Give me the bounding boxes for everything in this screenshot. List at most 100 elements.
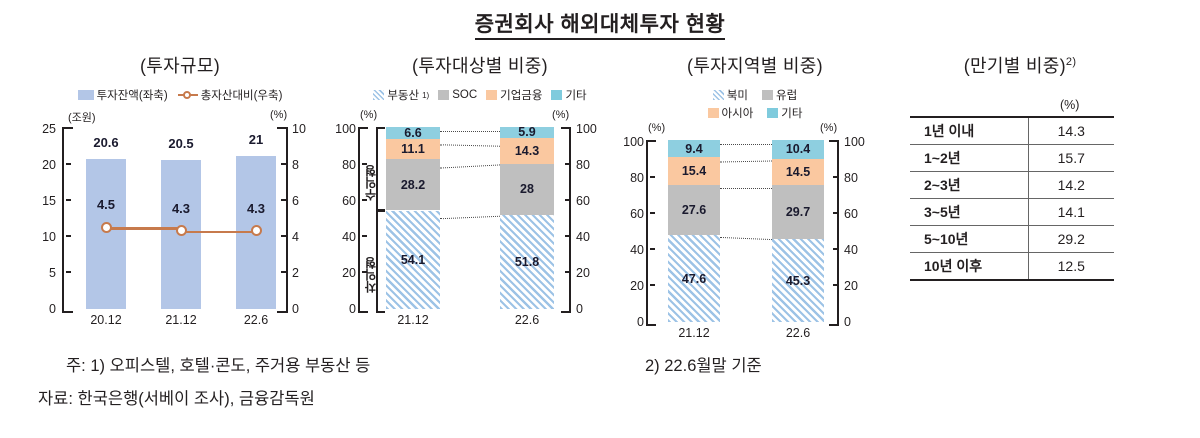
axis-tick xyxy=(565,235,570,237)
y-tick-80: 80 xyxy=(630,171,644,185)
legend-item-soc: SOC xyxy=(438,89,477,101)
y-tick-60: 60 xyxy=(342,194,356,208)
legend-by-asset-type: 부동산 1) SOC 기업금융 기타 xyxy=(340,87,620,103)
y-tick-100: 100 xyxy=(623,135,644,149)
x-tick-226: 22.6 xyxy=(243,313,269,327)
segment-other-2112: 6.6 xyxy=(386,126,440,140)
y2-tick-60: 60 xyxy=(576,194,590,208)
axis-tick xyxy=(281,271,286,273)
panel-title-superscript: 2) xyxy=(1065,56,1077,68)
page-title-text: 증권회사 해외대체투자 현황 xyxy=(474,13,726,40)
maturity-label-5: 10년 이후 xyxy=(910,252,1029,281)
connector-soc xyxy=(440,215,500,220)
y-tick-15: 15 xyxy=(42,194,56,208)
axis-tick xyxy=(66,163,71,165)
axis-tick xyxy=(362,163,367,165)
axis-tick xyxy=(650,248,655,250)
y2-tick-6: 6 xyxy=(292,194,299,208)
x-tick-2112: 21.12 xyxy=(165,313,197,327)
right-axis-bracket-3 xyxy=(829,140,839,326)
maturity-value-2: 14.2 xyxy=(1028,171,1114,199)
panel-title-by-maturity: (만기별 비중)2) xyxy=(900,52,1140,78)
axis-tick xyxy=(362,271,367,273)
axis-tick xyxy=(650,212,655,214)
y-tick-25: 25 xyxy=(42,122,56,136)
bar-value-2112: 20.5 xyxy=(168,136,194,151)
axis-tick xyxy=(565,199,570,201)
legend-item-asia: 아시아 xyxy=(707,105,753,121)
legend-label-ratio: 총자산대비(우축) xyxy=(200,90,283,102)
right-axis-unit-1: (%) xyxy=(270,109,288,121)
left-axis-unit-1: (조원) xyxy=(68,112,96,124)
line-value-2112: 4.3 xyxy=(171,201,191,216)
y-tick-20: 20 xyxy=(630,279,644,293)
axis-tick xyxy=(281,235,286,237)
table-unit-label: (%) xyxy=(1060,98,1080,112)
legend-label-realestate: 부동산 xyxy=(387,90,420,102)
legend-item-balance: 투자잔액(좌축) xyxy=(77,87,168,103)
connector-corpfinance xyxy=(440,164,500,169)
peach-swatch-icon xyxy=(486,90,498,100)
panel-title-text-by-maturity: (만기별 비중) xyxy=(963,56,1066,76)
maturity-label-4: 5~10년 xyxy=(910,225,1029,253)
line-marker-226 xyxy=(251,225,262,236)
panel-by-region: (투자지역별 비중) 북미 유럽 아시아 기타 xyxy=(620,52,890,340)
segment-europe-226: 29.7 xyxy=(772,185,824,240)
plot-area-by-region: (%) (%) 100 80 60 40 20 0 100 80 60 40 2… xyxy=(620,122,890,340)
y2-tick-0: 0 xyxy=(292,302,299,316)
y-tick-20: 20 xyxy=(342,266,356,280)
right-axis-unit-2: (%) xyxy=(552,109,570,121)
y2-tick-10: 10 xyxy=(292,122,306,136)
y-tick-0: 0 xyxy=(637,315,644,329)
segment-other-226-region: 10.4 xyxy=(772,140,824,159)
left-axis-bracket-1 xyxy=(62,127,73,313)
panel-by-asset-type: (투자대상별 비중) 부동산 1) SOC 기업금융 기타 (%) (%) 100 xyxy=(335,52,620,327)
connector-top-region xyxy=(720,144,772,145)
x-tick-2112-asset: 21.12 xyxy=(397,313,429,327)
axis-tick xyxy=(565,163,570,165)
legend-item-ratio: 총자산대비(우축) xyxy=(177,87,283,103)
plot-area-by-asset-type: (%) (%) 100 80 60 40 20 0 100 80 60 40 2… xyxy=(335,109,620,327)
footnote-2: 2) 22.6월말 기준 xyxy=(645,357,762,375)
maturity-value-0: 14.3 xyxy=(1028,116,1114,145)
legend-investment-scale: 투자잔액(좌축) 총자산대비(우축) xyxy=(20,87,340,103)
segment-soc-2112: 28.2 xyxy=(386,159,440,211)
group-label-income: 수익형 xyxy=(364,165,378,201)
y2-tick-40: 40 xyxy=(576,230,590,244)
legend-by-region: 북미 유럽 아시아 기타 xyxy=(620,87,890,121)
legend-sup-realestate: 1) xyxy=(422,90,430,100)
hatch-swatch-icon xyxy=(373,90,385,100)
gray-swatch-icon xyxy=(762,90,773,100)
legend-row-2: 아시아 기타 xyxy=(707,105,803,121)
y-tick-60: 60 xyxy=(630,207,644,221)
right-axis-bracket-2 xyxy=(561,127,571,313)
segment-asia-226: 14.5 xyxy=(772,158,824,186)
y-tick-5: 5 xyxy=(49,266,56,280)
stacked-bar-2112-asset: 6.6 11.1 28.2 54.1 xyxy=(386,126,440,309)
connector-other xyxy=(439,144,501,147)
axis-tick xyxy=(833,176,838,178)
segment-northamerica-226: 45.3 xyxy=(772,239,824,322)
y2-tick-0: 0 xyxy=(576,302,583,316)
plot-area-investment-scale: (조원) (%) 25 20 15 10 5 0 10 8 6 4 2 0 xyxy=(20,109,340,327)
axis-tick xyxy=(362,235,367,237)
panel-by-maturity: (만기별 비중)2) (%) 1년 이내 14.3 1~2년 15.7 2~3년… xyxy=(900,52,1140,281)
segment-other-2112-region: 9.4 xyxy=(668,140,720,158)
cyan-swatch-icon xyxy=(551,90,563,100)
legend-label-other-region: 기타 xyxy=(781,108,803,120)
axis-tick xyxy=(833,248,838,250)
line-value-2012: 4.5 xyxy=(96,197,116,212)
line-value-226: 4.3 xyxy=(246,201,266,216)
axis-tick xyxy=(281,163,286,165)
bar-2012 xyxy=(86,159,126,309)
segment-realestate-226: 51.8 xyxy=(500,214,554,309)
stacked-bar-226-asset: 5.9 14.3 28 51.8 xyxy=(500,125,554,309)
left-axis-unit-3: (%) xyxy=(648,122,666,134)
maturity-table: 1년 이내 14.3 1~2년 15.7 2~3년 14.2 3~5년 14.1… xyxy=(910,116,1114,281)
line-marker-2112 xyxy=(176,225,187,236)
left-axis-unit-2: (%) xyxy=(360,109,378,121)
stacked-bar-2112-region: 9.4 15.4 27.6 47.6 xyxy=(668,140,720,322)
legend-row-1: 북미 유럽 xyxy=(712,87,797,103)
axis-tick xyxy=(833,212,838,214)
y2-tick-20: 20 xyxy=(576,266,590,280)
